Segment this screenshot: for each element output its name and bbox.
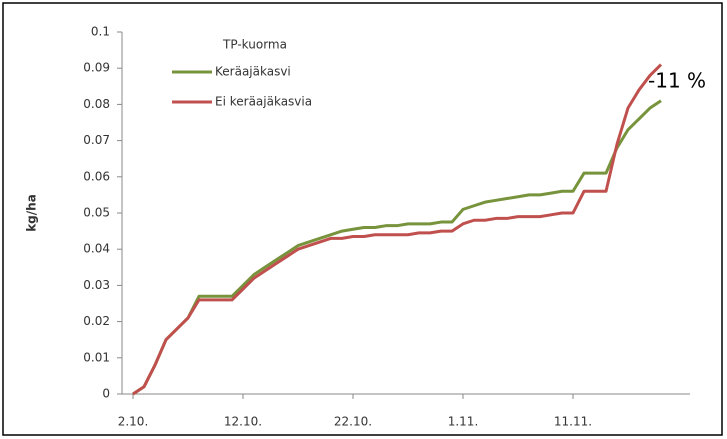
line-series xyxy=(132,99,662,396)
x-tick-label: 12.10. xyxy=(224,415,262,429)
y-tick-label: 0.04 xyxy=(83,242,110,256)
x-tick-label: 22.10. xyxy=(334,415,372,429)
x-tick-label: 1.11. xyxy=(448,415,479,429)
annotation: -11 % xyxy=(648,69,706,93)
line-series xyxy=(132,63,663,396)
y-tick-label: 0.07 xyxy=(83,133,110,147)
y-tick-label: 0.05 xyxy=(83,206,110,220)
y-tick-label: 0.02 xyxy=(83,314,110,328)
y-tick-label: 0.1 xyxy=(91,25,110,39)
y-axis-label: kg/ha xyxy=(25,194,39,232)
y-tick-label: 0.09 xyxy=(83,61,110,75)
chart-title: TP-kuorma xyxy=(222,38,287,52)
y-tick-label: 0.03 xyxy=(83,278,110,292)
y-tick-label: 0.08 xyxy=(83,97,110,111)
legend-label: Ei keräajäkasvia xyxy=(215,95,312,109)
y-tick-label: 0 xyxy=(102,387,110,401)
y-tick-label: 0.01 xyxy=(83,350,110,364)
legend-label: Keräajäkasvi xyxy=(215,65,291,79)
y-tick-label: 0.06 xyxy=(83,169,110,183)
x-tick-label: 2.10. xyxy=(118,415,149,429)
x-tick-label: 11.11. xyxy=(554,415,592,429)
